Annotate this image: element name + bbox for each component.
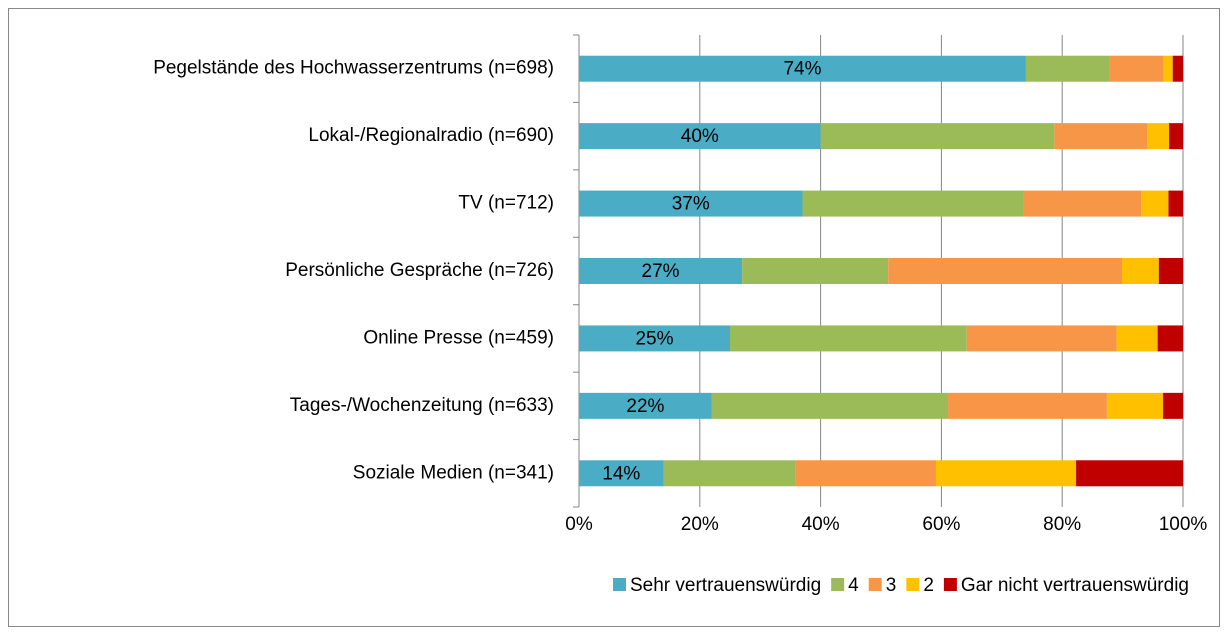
bar-segment xyxy=(742,258,889,284)
bar-segment xyxy=(1106,392,1164,419)
bar-segment xyxy=(1121,258,1159,284)
x-tick-label: 20% xyxy=(681,514,719,535)
x-tick-label: 100% xyxy=(1159,514,1208,535)
y-tick-label: Tages-/Wochenzeitung (n=633) xyxy=(290,395,554,416)
bar-segment xyxy=(663,460,796,487)
bar-segment xyxy=(730,325,967,352)
y-tick-label: Lokal-/Regionalradio (n=690) xyxy=(308,125,554,146)
bar-segment xyxy=(948,392,1107,419)
bar-segment xyxy=(579,190,803,217)
chart-border xyxy=(8,8,1220,627)
data-label: 27% xyxy=(642,261,680,282)
data-label: 74% xyxy=(783,59,821,80)
legend-label: 3 xyxy=(886,575,897,596)
bar-segment xyxy=(1163,392,1183,419)
x-tick-label: 0% xyxy=(565,514,593,535)
bar-segment xyxy=(579,460,664,487)
y-tick-label: Soziale Medien (n=341) xyxy=(353,462,554,483)
legend-label: Gar nicht vertrauenswürdig xyxy=(961,575,1189,596)
x-tick-label: 40% xyxy=(802,514,840,535)
y-tick-label: Persönliche Gespräche (n=726) xyxy=(285,260,554,281)
bar-segment xyxy=(711,392,949,419)
bar-segment xyxy=(1158,258,1183,284)
y-tick-label: Online Presse (n=459) xyxy=(363,327,554,348)
legend-swatch xyxy=(613,578,626,591)
bar-segment xyxy=(1163,55,1173,82)
bar-segment xyxy=(935,460,1077,487)
bar-segment xyxy=(1054,123,1148,150)
legend-label: 4 xyxy=(848,575,859,596)
y-tick-label: TV (n=712) xyxy=(458,193,554,214)
legend-swatch xyxy=(831,578,845,591)
data-label: 14% xyxy=(602,463,640,484)
legend-swatch xyxy=(943,578,957,591)
y-tick-label: Pegelstände des Hochwasserzentrums (n=69… xyxy=(153,58,554,79)
data-label: 22% xyxy=(626,396,664,417)
bar-segment xyxy=(1169,123,1183,150)
data-label: 25% xyxy=(635,328,673,349)
bar-segment xyxy=(1023,190,1142,217)
legend-swatch xyxy=(906,578,920,591)
data-label: 37% xyxy=(672,194,710,215)
bar-segment xyxy=(1172,55,1183,82)
bar-segment xyxy=(579,258,743,284)
bar-segment xyxy=(1147,123,1170,150)
legend-swatch xyxy=(868,578,882,591)
bar-segment xyxy=(802,190,1024,217)
bar-segment xyxy=(1116,325,1158,352)
bar-segment xyxy=(579,325,730,352)
bar-segment xyxy=(579,392,712,419)
legend-label: Sehr vertrauenswürdig xyxy=(630,575,821,596)
legend-label: 2 xyxy=(923,575,934,596)
bar-segment xyxy=(795,460,936,487)
bar-segment xyxy=(1025,55,1110,82)
data-label: 40% xyxy=(681,126,719,147)
bar-segment xyxy=(1157,325,1183,352)
bar-segment xyxy=(1076,460,1183,487)
bar-segment xyxy=(1141,190,1169,217)
bar-segment xyxy=(579,55,1026,82)
bar-segment xyxy=(579,123,821,150)
bar-segment xyxy=(966,325,1117,352)
x-tick-label: 80% xyxy=(1043,514,1081,535)
bar-segment xyxy=(1109,55,1164,82)
bar-segment xyxy=(820,123,1055,150)
bar-segment xyxy=(888,258,1122,284)
bar-segment xyxy=(1168,190,1183,217)
x-tick-label: 60% xyxy=(922,514,960,535)
